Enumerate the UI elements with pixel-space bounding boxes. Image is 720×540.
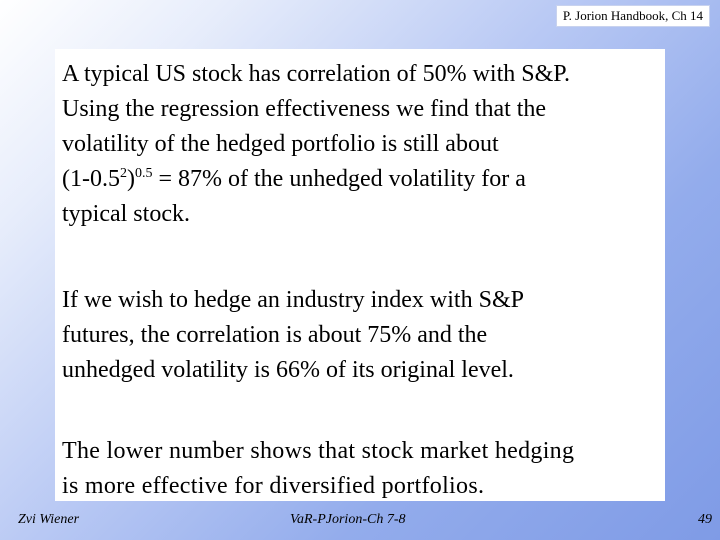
header-reference: P. Jorion Handbook, Ch 14 <box>555 5 710 27</box>
footer-page-number: 49 <box>698 512 712 527</box>
footer-title: VaR-PJorion-Ch 7-8 <box>290 512 406 527</box>
formula-close: ) <box>126 166 135 192</box>
paragraph-correlation: A typical US stock has correlation of 50… <box>62 57 662 232</box>
para2-line-3: unhedged volatility is 66% of its origin… <box>62 357 514 383</box>
formula: (1-0.52)0.5 = 87% of the unhedged volati… <box>62 166 526 192</box>
formula-exponent-outer: 0.5 <box>134 166 153 181</box>
para3-line-2: is more effective for diversified portfo… <box>62 473 485 499</box>
paragraph-industry-index: If we wish to hedge an industry index wi… <box>62 283 662 388</box>
content-panel: A typical US stock has correlation of 50… <box>55 49 665 501</box>
formula-rest: = 87% of the unhedged volatility for a <box>152 166 526 192</box>
body-line-2: Using the regression effectiveness we fi… <box>62 96 547 122</box>
header-reference-text: P. Jorion Handbook, Ch 14 <box>562 8 703 23</box>
para2-line-1: If we wish to hedge an industry index wi… <box>62 287 524 313</box>
body-line-5: typical stock. <box>62 201 190 227</box>
formula-base: (1-0.5 <box>62 166 120 192</box>
paragraph-conclusion: The lower number shows that stock market… <box>62 434 662 504</box>
body-line-1: A typical US stock has correlation of 50… <box>62 61 570 87</box>
body-line-3: volatility of the hedged portfolio is st… <box>62 131 499 157</box>
para2-line-2: futures, the correlation is about 75% an… <box>62 322 488 348</box>
para3-line-1: The lower number shows that stock market… <box>62 438 575 464</box>
formula-exponent-inner: 2 <box>119 166 127 181</box>
footer-author: Zvi Wiener <box>18 512 80 527</box>
